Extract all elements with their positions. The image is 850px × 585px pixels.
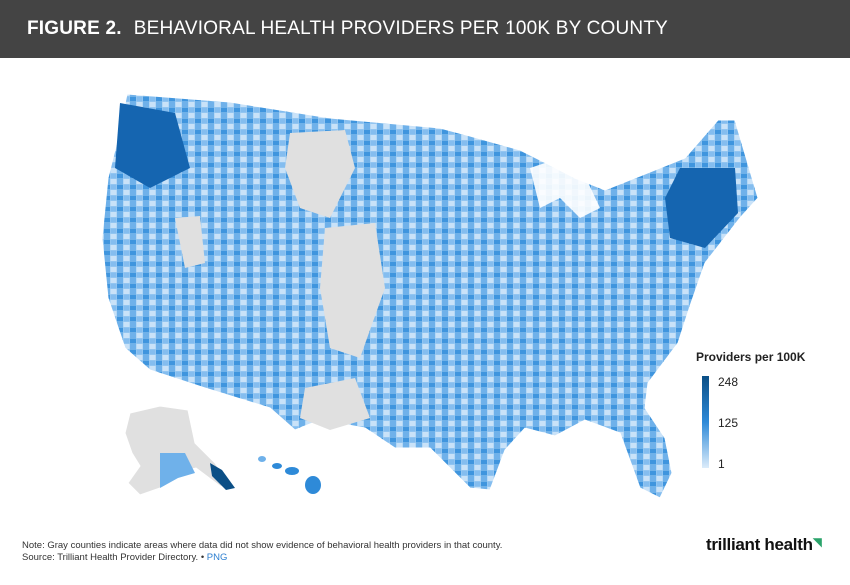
alaska-panhandle [210,463,235,490]
figure-title: BEHAVIORAL HEALTH PROVIDERS PER 100K BY … [133,18,669,39]
alaska-outline [124,405,234,496]
no-data-region-nevada [175,216,205,268]
legend-max-label: 248 [718,375,739,389]
footer-source: Source: Trilliant Health Provider Direct… [22,552,199,563]
no-data-region-great-plains [320,223,385,358]
trilliant-health-logo: trilliant health◥ [706,535,822,555]
figure-header: FIGURE 2. BEHAVIORAL HEALTH PROVIDERS PE… [0,0,850,58]
no-data-region-northern-plains [285,130,355,218]
county-choropleth-map [0,58,850,533]
legend-min-label: 1 [718,457,725,471]
leaf-icon: ◥ [812,535,822,549]
footer-source-line: Source: Trilliant Health Provider Direct… [22,552,502,564]
legend-mid-label: 125 [718,416,739,430]
legend-color-scale [702,376,709,468]
figure-label: FIGURE 2. [27,18,122,39]
hawaii-islands [258,456,321,494]
logo-text: trilliant health [706,535,813,554]
conus-outline [101,93,759,499]
footer-separator: • [200,552,205,563]
high-value-cluster-northeast [665,168,738,248]
footer-note: Note: Gray counties indicate areas where… [22,540,503,551]
no-data-region-west-texas [300,378,370,430]
alaska-data-counties [160,453,195,488]
footer-notes: Note: Gray counties indicate areas where… [22,540,502,564]
high-value-cluster-pacific-northwest [115,103,190,188]
great-lakes-water [530,158,600,218]
legend-title: Providers per 100K [696,350,806,364]
legend: Providers per 100K 248 125 1 [696,350,816,480]
png-download-link[interactable]: PNG [206,552,228,563]
